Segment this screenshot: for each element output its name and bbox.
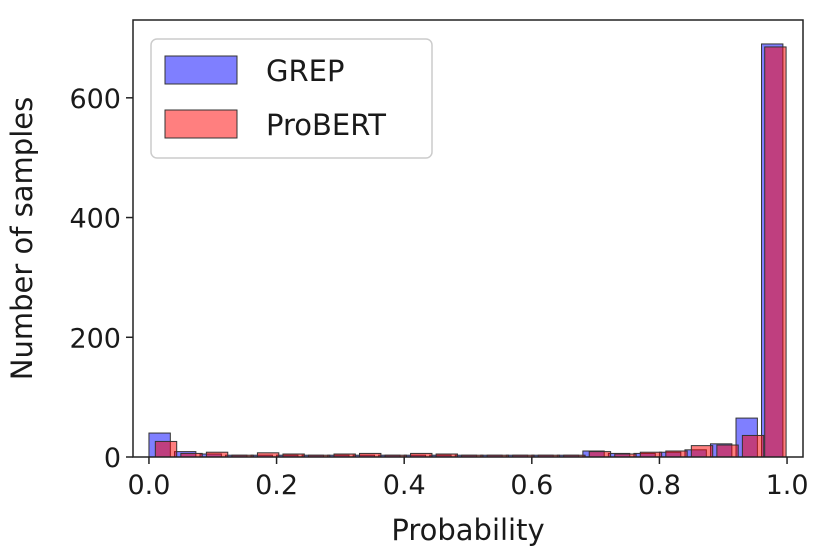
legend-label-probert: ProBERT <box>266 108 386 142</box>
legend-label-grep: GREP <box>266 54 344 88</box>
bar-probert-23 <box>741 434 765 458</box>
bars-layer <box>148 43 787 458</box>
y-tick-label: 600 <box>69 84 121 115</box>
y-tick-label: 200 <box>69 323 121 354</box>
legend-swatch-grep <box>164 55 238 85</box>
x-tick-label: 1.0 <box>766 470 809 501</box>
x-axis-label: Probability <box>391 513 544 547</box>
x-tick-label: 0.2 <box>255 470 298 501</box>
x-tick-label: 0.6 <box>510 470 553 501</box>
legend-swatch-probert <box>164 109 238 139</box>
plot-area-frame <box>132 19 804 458</box>
x-axis-ticks: 0.0 0.2 0.4 0.6 0.8 1.0 <box>127 457 809 501</box>
x-tick-label: 0.4 <box>383 470 426 501</box>
legend: GREP ProBERT <box>150 38 433 159</box>
bar-probert-21 <box>690 445 714 458</box>
y-axis-ticks: 0 200 400 600 <box>69 84 133 474</box>
bar-probert-24 <box>764 46 787 458</box>
bar-probert-0 <box>154 440 178 458</box>
y-tick-label: 0 <box>104 443 121 474</box>
y-tick-label: 400 <box>69 204 121 235</box>
x-tick-label: 0.0 <box>127 470 170 501</box>
bar-probert-20 <box>665 450 688 458</box>
y-axis-label: Number of samples <box>5 97 39 380</box>
bar-probert-22 <box>716 444 739 458</box>
bar-probert-17 <box>588 451 612 458</box>
x-tick-label: 0.8 <box>638 470 681 501</box>
